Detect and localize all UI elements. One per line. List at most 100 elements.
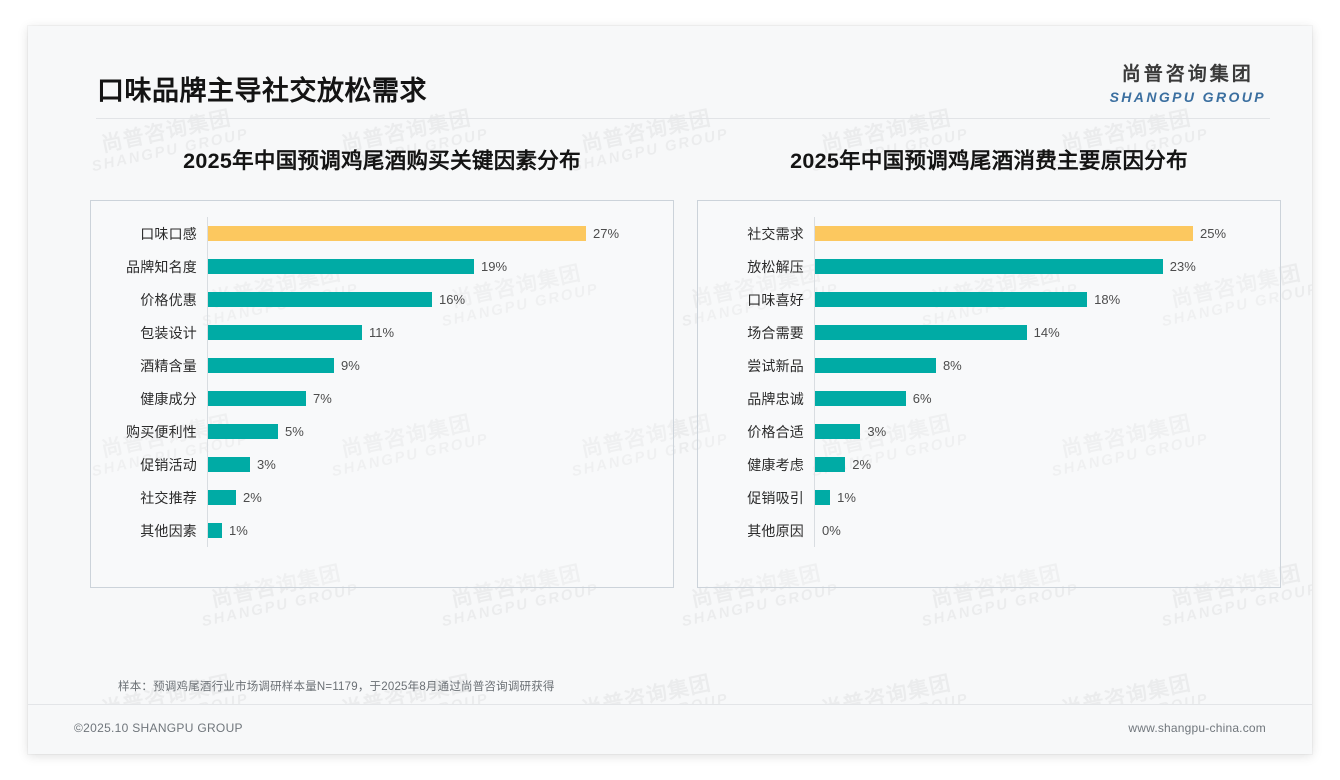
bar-value-label: 7% (313, 391, 332, 406)
bar-track: 3% (207, 448, 673, 481)
bar-row: 放松解压 23% (698, 250, 1280, 283)
brand-logo: 尚普咨询集团 SHANGPU GROUP (1110, 64, 1266, 106)
bar-value-label: 8% (942, 358, 962, 373)
bar-value-label: 9% (341, 358, 360, 373)
header-divider (96, 118, 1270, 119)
bar-fill[interactable] (208, 457, 250, 472)
bar-fill[interactable] (208, 325, 362, 340)
slide-footer: ©2025.10 SHANGPU GROUP www.shangpu-china… (28, 705, 1312, 754)
bar-fill[interactable] (208, 259, 474, 274)
bar-track: 23% (814, 250, 1280, 283)
bar-track: 7% (207, 382, 673, 415)
bar-value-label: 16% (439, 292, 466, 307)
bar-value-label: 1% (837, 490, 856, 505)
bar-fill[interactable] (208, 292, 432, 307)
bar-row: 健康成分 7% (91, 382, 673, 415)
slide-header: 口味品牌主导社交放松需求 尚普咨询集团 SHANGPU GROUP (28, 26, 1312, 118)
bar-row: 品牌知名度 19% (91, 250, 673, 283)
bar-track: 8% (814, 349, 1280, 382)
bar-category-label: 酒精含量 (140, 357, 197, 374)
bar-value-label: 27% (593, 226, 620, 241)
bar-row: 其他原因 0% (698, 514, 1280, 547)
bar-row: 健康考虑 2% (698, 448, 1280, 481)
bar-row: 促销吸引 1% (698, 481, 1280, 514)
chart-title-right: 2025年中国预调鸡尾酒消费主要原因分布 (790, 149, 1188, 173)
bar-fill[interactable] (815, 457, 846, 472)
bar-category-label: 健康考虑 (747, 456, 804, 473)
bar-track: 25% (814, 217, 1280, 250)
bar-row: 尝试新品 8% (698, 349, 1280, 382)
bar-category-label: 包装设计 (140, 324, 197, 341)
bar-row: 社交推荐 2% (91, 481, 673, 514)
footer-website[interactable]: www.shangpu-china.com (1128, 721, 1266, 735)
bar-row: 品牌忠诚 6% (698, 382, 1280, 415)
bar-category-label: 尝试新品 (747, 357, 804, 374)
bar-category-label: 价格优惠 (140, 291, 197, 308)
bar-category-label: 社交推荐 (140, 489, 197, 506)
bar-value-label: 5% (285, 424, 304, 439)
bar-fill[interactable] (208, 424, 278, 439)
bar-list-left: 口味口感 27% 品牌知名度 19% 价格优惠 16% 包装设计 11% 酒精含量 9% 健康成分 7… (91, 217, 673, 571)
bar-category-label: 品牌知名度 (126, 258, 197, 275)
bar-category-label: 场合需要 (747, 324, 804, 341)
bar-row: 购买便利性 5% (91, 415, 673, 448)
bar-category-label: 促销活动 (140, 456, 197, 473)
bar-row: 包装设计 11% (91, 316, 673, 349)
bar-category-label: 其他原因 (747, 522, 804, 539)
bar-value-label: 2% (243, 490, 262, 505)
bar-category-label: 购买便利性 (126, 423, 197, 440)
bar-fill[interactable] (208, 523, 222, 538)
bar-track: 18% (814, 283, 1280, 316)
bar-fill[interactable] (815, 424, 861, 439)
bar-track: 27% (207, 217, 673, 250)
bar-track: 3% (814, 415, 1280, 448)
bar-row: 口味口感 27% (91, 217, 673, 250)
bar-value-label: 2% (852, 457, 872, 472)
bar-fill[interactable] (208, 391, 306, 406)
bar-category-label: 口味喜好 (747, 291, 804, 308)
bar-value-label: 19% (481, 259, 508, 274)
bar-fill[interactable] (815, 358, 936, 373)
bar-value-label: 23% (1169, 259, 1196, 274)
bar-fill[interactable] (815, 292, 1088, 307)
bar-value-label: 18% (1094, 292, 1121, 307)
bar-row: 口味喜好 18% (698, 283, 1280, 316)
bar-row: 促销活动 3% (91, 448, 673, 481)
bar-value-label: 6% (912, 391, 932, 406)
bar-track: 1% (207, 514, 673, 547)
bar-value-label: 1% (229, 523, 248, 538)
bar-value-label: 3% (867, 424, 887, 439)
bar-row: 社交需求 25% (698, 217, 1280, 250)
bar-fill[interactable] (815, 490, 831, 505)
bar-fill[interactable] (208, 490, 236, 505)
bar-track: 0% (814, 514, 1280, 547)
bar-fill[interactable] (815, 391, 906, 406)
bar-category-label: 其他因素 (140, 522, 197, 539)
bar-track: 9% (207, 349, 673, 382)
brand-name-cn: 尚普咨询集团 (1121, 64, 1254, 85)
bar-track: 1% (814, 481, 1280, 514)
bar-category-label: 放松解压 (747, 258, 804, 275)
bar-value-label: 11% (369, 325, 395, 340)
bar-fill[interactable] (208, 358, 334, 373)
bar-row: 价格优惠 16% (91, 283, 673, 316)
sample-footnote: 样本：预调鸡尾酒行业市场调研样本量N=1179，于2025年8月通过尚普咨询调研… (118, 681, 555, 693)
bar-value-label: 25% (1200, 226, 1227, 241)
bar-value-label: 3% (257, 457, 276, 472)
bar-row: 价格合适 3% (698, 415, 1280, 448)
bar-fill[interactable] (815, 226, 1193, 241)
bar-category-label: 健康成分 (140, 390, 197, 407)
bar-category-label: 促销吸引 (747, 489, 804, 506)
bar-row: 酒精含量 9% (91, 349, 673, 382)
chart-panel-left: 口味口感 27% 品牌知名度 19% 价格优惠 16% 包装设计 11% 酒精含量 9% 健康成分 7… (90, 200, 674, 588)
bar-track: 11% (207, 316, 673, 349)
bar-fill[interactable] (815, 259, 1163, 274)
bar-category-label: 价格合适 (747, 423, 804, 440)
bar-fill[interactable] (208, 226, 586, 241)
page-title: 口味品牌主导社交放松需求 (97, 76, 427, 106)
footer-copyright: ©2025.10 SHANGPU GROUP (74, 721, 243, 735)
brand-name-en: SHANGPU GROUP (1109, 88, 1266, 105)
chart-block-purchase-factors: 2025年中国预调鸡尾酒购买关键因素分布 口味口感 27% 品牌知名度 19% 价格优惠… (90, 144, 674, 588)
bar-fill[interactable] (815, 325, 1027, 340)
